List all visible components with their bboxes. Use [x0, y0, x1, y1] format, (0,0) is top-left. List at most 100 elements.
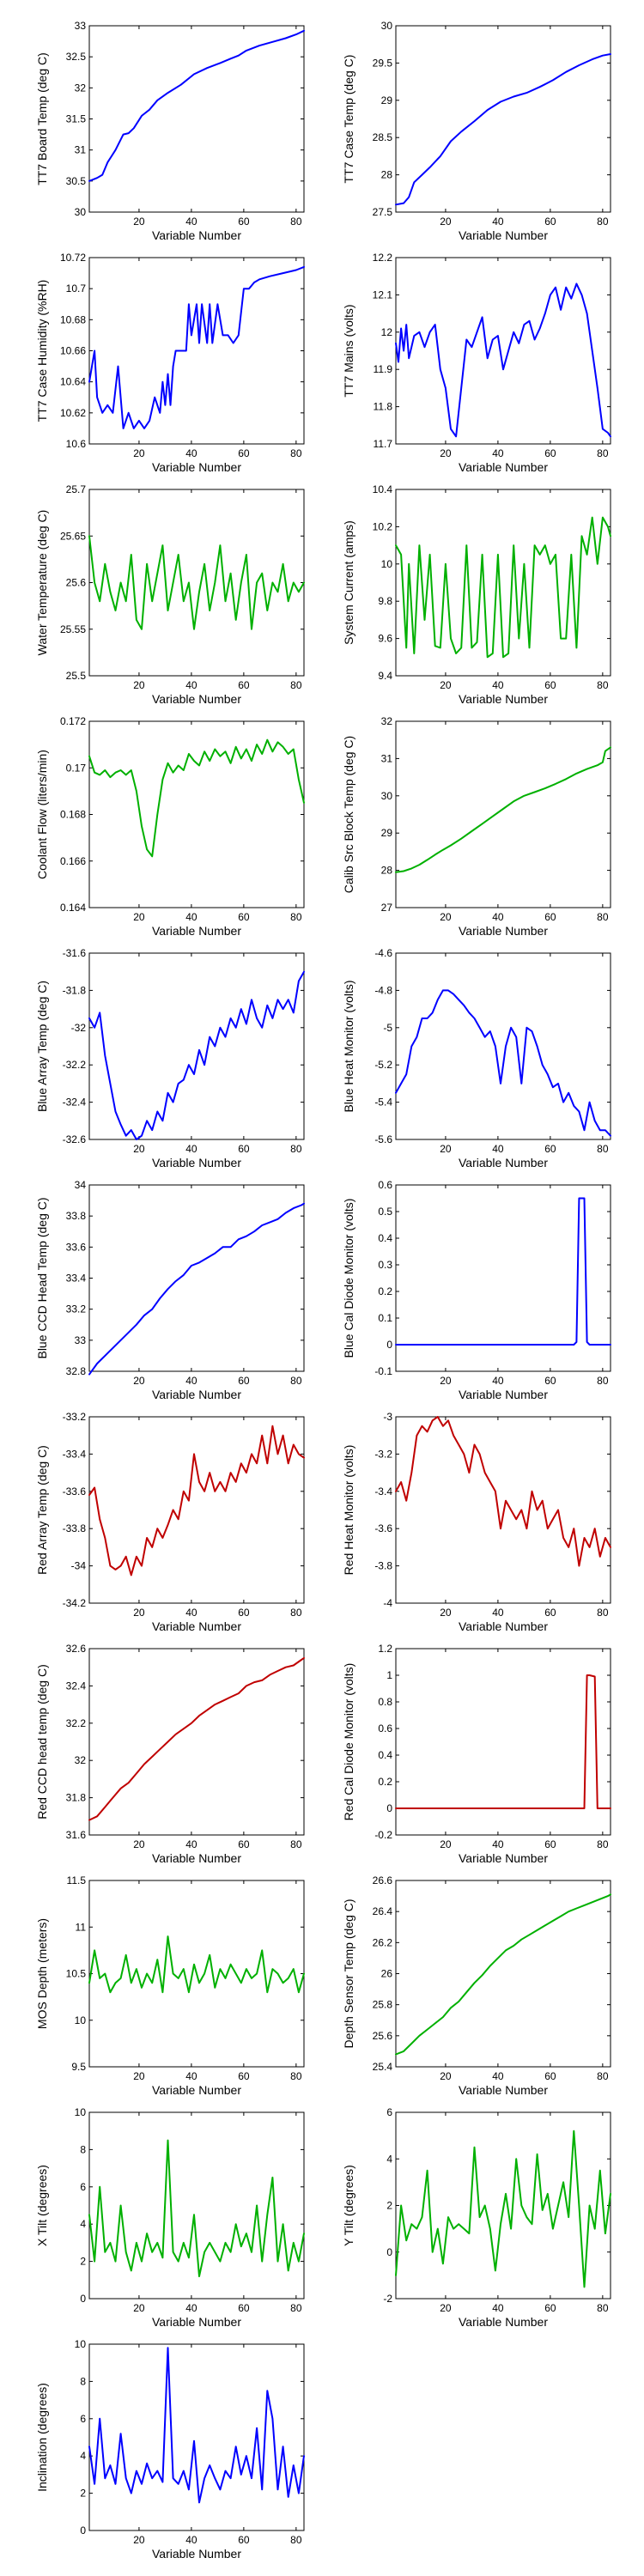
- series-line: [395, 1893, 611, 2056]
- y-tick-label: 4: [80, 2218, 86, 2230]
- plot-frame: [88, 1880, 305, 2068]
- x-tick-label: 80: [290, 1143, 302, 1155]
- chart-3: 20 40 60 80 10.6 10.62 10.64 10.66 10.68 10.7 10.7…: [35, 252, 305, 474]
- x-axis-title: Variable Number: [459, 2315, 548, 2329]
- plot-frame: [395, 489, 611, 677]
- y-tick-label: -2: [383, 2293, 392, 2305]
- x-tick-label: 60: [544, 2302, 556, 2314]
- series-line: [88, 1656, 305, 1821]
- plot-frame: [88, 25, 305, 213]
- series-line: [88, 265, 305, 429]
- x-tick-label: 40: [492, 911, 504, 923]
- y-tick-label: 0: [80, 2524, 86, 2537]
- y-axis-title: Red Heat Monitor (volts): [342, 1445, 355, 1576]
- y-tick-label: 33.2: [66, 1303, 87, 1315]
- x-tick-label: 40: [492, 1375, 504, 1387]
- x-axis-title: Variable Number: [152, 460, 241, 474]
- y-tick-label: -4.8: [374, 984, 392, 996]
- x-tick-label: 20: [133, 216, 145, 228]
- chart-21: 20 40 60 80 0 2 4 6 8 10 Variable Number Inclinatio…: [35, 2338, 305, 2561]
- y-tick-label: -5.6: [374, 1133, 392, 1145]
- x-axis-title: Variable Number: [152, 1388, 241, 1401]
- x-tick-label: 60: [544, 679, 556, 691]
- y-tick-label: 0.8: [378, 1696, 392, 1708]
- x-tick-label: 40: [185, 1607, 197, 1619]
- y-tick-label: 11.9: [374, 363, 393, 375]
- x-tick-label: 80: [597, 911, 609, 923]
- y-tick-label: 2: [386, 2200, 392, 2212]
- y-tick-label: 2: [80, 2256, 86, 2268]
- x-tick-label: 60: [238, 447, 250, 459]
- x-tick-label: 80: [597, 1607, 609, 1619]
- x-axis-title: Variable Number: [152, 2547, 241, 2561]
- y-tick-label: 0.4: [378, 1232, 392, 1244]
- y-tick-label: 1.2: [378, 1643, 392, 1655]
- x-tick-label: 20: [440, 1607, 452, 1619]
- y-tick-label: 25.8: [373, 1999, 393, 2011]
- y-tick-label: 9.8: [378, 595, 392, 607]
- y-tick-label: 33: [75, 1334, 87, 1346]
- series-line: [395, 53, 611, 206]
- y-tick-label: 0.2: [378, 1776, 392, 1788]
- x-tick-label: 40: [492, 2302, 504, 2314]
- plot-frame: [395, 1184, 611, 1372]
- series-line: [395, 1674, 611, 1809]
- y-tick-label: -31.6: [63, 947, 87, 959]
- x-tick-label: 80: [597, 2070, 609, 2082]
- x-tick-label: 80: [290, 1838, 302, 1850]
- y-tick-label: 33.6: [66, 1241, 87, 1253]
- x-tick-label: 20: [133, 1375, 145, 1387]
- y-tick-label: 10.62: [60, 407, 86, 419]
- y-tick-label: 31.5: [66, 113, 87, 125]
- y-tick-label: 27.5: [373, 206, 393, 218]
- x-tick-label: 80: [597, 1838, 609, 1850]
- y-tick-label: 12.2: [373, 252, 393, 264]
- plot-frame: [88, 720, 305, 908]
- x-tick-label: 60: [238, 216, 250, 228]
- y-tick-label: 0.1: [378, 1312, 392, 1324]
- y-tick-label: 30: [75, 206, 87, 218]
- y-tick-label: 29: [381, 827, 393, 839]
- x-tick-label: 20: [133, 1143, 145, 1155]
- chart-1: 20 40 60 80 30 30.5 31 31.5 32 32.5 33 Variable Num…: [35, 20, 305, 242]
- x-tick-label: 60: [238, 2534, 250, 2546]
- y-tick-label: 0.2: [378, 1285, 392, 1297]
- x-tick-label: 20: [133, 2302, 145, 2314]
- x-tick-label: 60: [238, 1607, 250, 1619]
- x-tick-label: 40: [492, 1143, 504, 1155]
- x-tick-label: 60: [238, 679, 250, 691]
- x-tick-label: 40: [185, 911, 197, 923]
- y-tick-label: -3: [383, 1411, 392, 1423]
- y-tick-label: 30.5: [66, 175, 87, 187]
- y-axis-title: Red Cal Diode Monitor (volts): [342, 1663, 355, 1821]
- y-tick-label: 30: [381, 20, 393, 32]
- x-tick-label: 40: [185, 2302, 197, 2314]
- chart-20: 20 40 60 80 -2 0 2 4 6 Variable Number Y Tilt (deg…: [342, 2106, 611, 2329]
- series-line: [395, 989, 611, 1137]
- y-tick-label: 0.5: [378, 1206, 392, 1218]
- y-tick-label: -5.4: [374, 1097, 392, 1109]
- x-tick-label: 60: [238, 1838, 250, 1850]
- x-tick-label: 80: [290, 911, 302, 923]
- y-tick-label: -3.4: [374, 1485, 392, 1498]
- x-axis-title: Variable Number: [459, 1619, 548, 1633]
- x-tick-label: 80: [597, 2302, 609, 2314]
- series-line: [88, 2139, 305, 2277]
- y-tick-label: 8: [80, 2375, 86, 2387]
- x-tick-label: 40: [185, 1375, 197, 1387]
- y-tick-label: -0.2: [374, 1829, 392, 1841]
- plot-frame: [395, 1880, 611, 2068]
- y-tick-label: 10.2: [373, 520, 393, 532]
- y-tick-label: 8: [80, 2143, 86, 2155]
- chart-7: 20 40 60 80 0.164 0.166 0.168 0.17 0.172 Variable…: [35, 715, 305, 938]
- x-tick-label: 80: [290, 216, 302, 228]
- series-line: [88, 29, 305, 182]
- x-tick-label: 40: [185, 2534, 197, 2546]
- x-tick-label: 20: [133, 911, 145, 923]
- series-line: [88, 970, 305, 1140]
- y-tick-label: 1: [386, 1669, 392, 1681]
- y-tick-label: 2: [80, 2488, 86, 2500]
- y-tick-label: 4: [386, 2153, 392, 2165]
- series-line: [395, 1416, 611, 1567]
- y-tick-label: 34: [75, 1179, 87, 1191]
